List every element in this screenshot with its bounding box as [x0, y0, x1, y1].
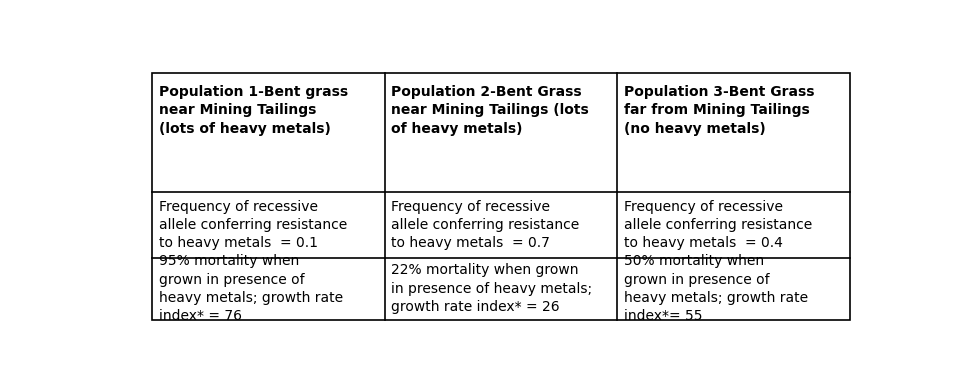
Text: 50% mortality when
grown in presence of
heavy metals; growth rate
index*= 55: 50% mortality when grown in presence of …	[624, 254, 808, 323]
Text: 95% mortality when
grown in presence of
heavy metals; growth rate
index* = 76: 95% mortality when grown in presence of …	[159, 254, 343, 323]
Text: Population 1-Bent grass
near Mining Tailings
(lots of heavy metals): Population 1-Bent grass near Mining Tail…	[159, 85, 348, 135]
Text: 22% mortality when grown
in presence of heavy metals;
growth rate index* = 26: 22% mortality when grown in presence of …	[392, 263, 592, 314]
Text: Population 3-Bent Grass
far from Mining Tailings
(no heavy metals): Population 3-Bent Grass far from Mining …	[624, 85, 814, 135]
Bar	[152, 73, 850, 320]
Text: Frequency of recessive
allele conferring resistance
to heavy metals  = 0.7: Frequency of recessive allele conferring…	[392, 200, 580, 250]
Text: Frequency of recessive
allele conferring resistance
to heavy metals  = 0.4: Frequency of recessive allele conferring…	[624, 200, 812, 250]
Text: Frequency of recessive
allele conferring resistance
to heavy metals  = 0.1: Frequency of recessive allele conferring…	[159, 200, 347, 250]
Text: Population 2-Bent Grass
near Mining Tailings (lots
of heavy metals): Population 2-Bent Grass near Mining Tail…	[392, 85, 589, 135]
